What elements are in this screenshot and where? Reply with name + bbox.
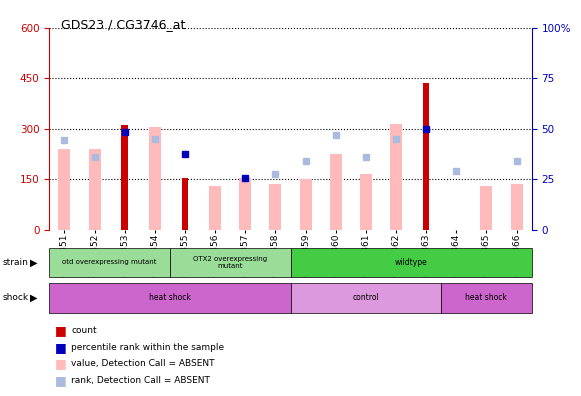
Bar xyxy=(360,174,372,230)
Bar xyxy=(149,127,161,230)
Text: ■: ■ xyxy=(55,341,67,354)
Bar xyxy=(49,248,170,277)
Text: ▶: ▶ xyxy=(30,293,38,303)
Bar xyxy=(170,248,290,277)
Bar xyxy=(209,186,221,230)
Bar xyxy=(270,184,281,230)
Text: value, Detection Call = ABSENT: value, Detection Call = ABSENT xyxy=(71,360,215,368)
Text: OTX2 overexpressing
mutant: OTX2 overexpressing mutant xyxy=(193,256,267,269)
Text: strain: strain xyxy=(3,258,29,267)
Bar xyxy=(290,248,532,277)
Bar xyxy=(329,154,342,230)
Text: GDS23 / CG3746_at: GDS23 / CG3746_at xyxy=(61,18,185,31)
Bar xyxy=(182,177,188,230)
Text: wildtype: wildtype xyxy=(394,258,428,267)
Text: rank, Detection Call = ABSENT: rank, Detection Call = ABSENT xyxy=(71,376,210,385)
Bar xyxy=(49,283,290,313)
Bar xyxy=(423,83,429,230)
Bar xyxy=(441,283,532,313)
Bar xyxy=(290,283,441,313)
Text: ■: ■ xyxy=(55,374,67,387)
Text: ■: ■ xyxy=(55,358,67,370)
Bar xyxy=(59,149,70,230)
Text: ▶: ▶ xyxy=(30,257,38,267)
Bar xyxy=(239,177,252,230)
Text: ■: ■ xyxy=(55,324,67,337)
Text: otd overexpressing mutant: otd overexpressing mutant xyxy=(62,259,157,265)
Text: heat shock: heat shock xyxy=(465,293,507,303)
Bar xyxy=(480,186,493,230)
Text: shock: shock xyxy=(3,293,29,303)
Text: control: control xyxy=(353,293,379,303)
Text: count: count xyxy=(71,326,97,335)
Bar xyxy=(121,125,128,230)
Bar xyxy=(390,124,402,230)
Text: percentile rank within the sample: percentile rank within the sample xyxy=(71,343,225,352)
Bar xyxy=(511,184,522,230)
Bar xyxy=(300,179,311,230)
Bar xyxy=(88,149,101,230)
Text: heat shock: heat shock xyxy=(149,293,191,303)
